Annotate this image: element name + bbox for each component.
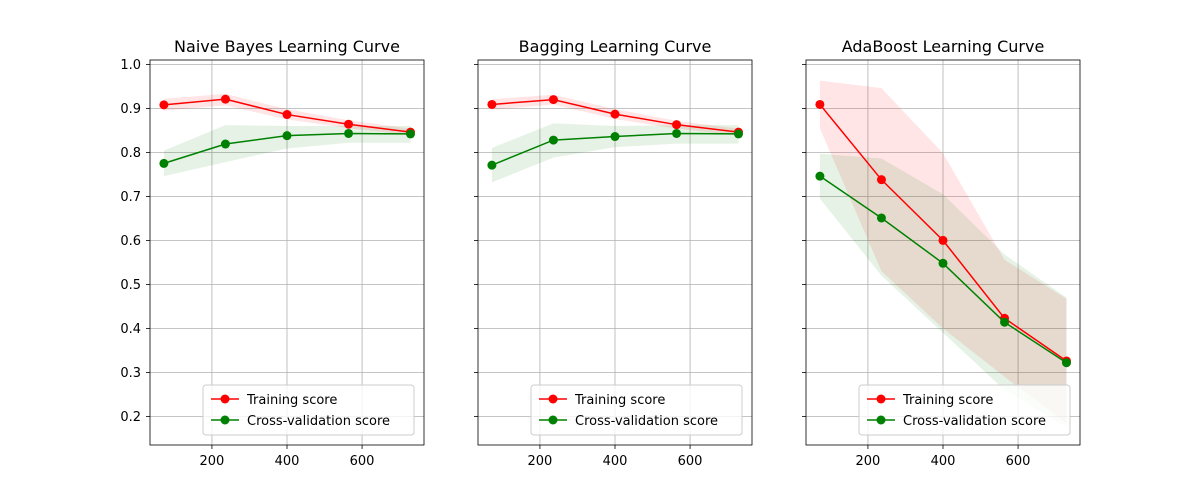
point-training	[610, 109, 620, 119]
legend-marker-training	[876, 394, 886, 404]
point-training	[159, 100, 169, 110]
y-tick-label: 0.3	[120, 366, 141, 381]
point-training	[487, 99, 497, 109]
point-cross-validation	[405, 129, 415, 139]
y-tick-label: 0.6	[120, 234, 141, 249]
x-tick-label: 400	[603, 454, 628, 469]
point-cross-validation	[282, 131, 292, 141]
legend-label-training: Training score	[574, 393, 665, 408]
plot-area	[159, 93, 415, 177]
chart-panel-2: 200 400 600 Bagging Learning Curve Training …	[474, 37, 753, 469]
x-tick-label: 600	[678, 454, 703, 469]
plot-area	[815, 80, 1071, 428]
y-tick-label: 0.8	[120, 146, 141, 161]
point-cross-validation	[548, 135, 558, 145]
legend-label-cross-validation: Cross-validation score	[575, 414, 718, 429]
y-tick-label: 0.9	[120, 102, 141, 117]
point-cross-validation	[344, 128, 354, 138]
point-cross-validation	[876, 213, 886, 223]
point-training	[876, 175, 886, 185]
legend-label-training: Training score	[246, 393, 337, 408]
x-tick-label: 200	[856, 454, 881, 469]
chart-title: AdaBoost Learning Curve	[842, 37, 1045, 56]
point-cross-validation	[1061, 358, 1071, 368]
legend-label-training: Training score	[902, 393, 993, 408]
y-tick-label: 0.2	[120, 410, 141, 425]
legend-box	[858, 384, 1071, 436]
point-training	[815, 99, 825, 109]
chart-title: Naive Bayes Learning Curve	[174, 37, 400, 56]
x-tick-label: 600	[350, 454, 375, 469]
legend-label-cross-validation: Cross-validation score	[903, 414, 1046, 429]
point-cross-validation	[733, 129, 743, 139]
x-tick-label: 200	[528, 454, 553, 469]
point-training	[672, 120, 682, 130]
point-cross-validation	[220, 139, 230, 149]
plot-area	[487, 94, 743, 183]
point-training	[938, 235, 948, 245]
y-tick-label: 1.0	[120, 58, 141, 73]
point-cross-validation	[610, 132, 620, 142]
y-tick-label: 0.5	[120, 278, 141, 293]
point-cross-validation	[815, 171, 825, 181]
legend-marker-training	[548, 394, 558, 404]
legend-marker-cross-validation	[220, 415, 230, 425]
y-tick-label: 0.7	[120, 190, 141, 205]
point-training	[344, 119, 354, 129]
point-cross-validation	[672, 128, 682, 138]
x-tick-label: 600	[1006, 454, 1031, 469]
legend-marker-training	[220, 394, 230, 404]
legend: Training score Cross-validation score	[202, 384, 415, 436]
x-tick-label: 400	[275, 454, 300, 469]
legend: Training score Cross-validation score	[530, 384, 743, 436]
legend-box	[530, 384, 743, 436]
point-cross-validation	[487, 160, 497, 170]
point-cross-validation	[1000, 317, 1010, 327]
x-tick-label: 400	[931, 454, 956, 469]
legend-box	[202, 384, 415, 436]
legend-marker-cross-validation	[548, 415, 558, 425]
legend: Training score Cross-validation score	[858, 384, 1071, 436]
band-training	[819, 80, 1067, 424]
legend-label-cross-validation: Cross-validation score	[247, 414, 390, 429]
point-training	[548, 95, 558, 105]
chart-title: Bagging Learning Curve	[519, 37, 712, 56]
legend-marker-cross-validation	[876, 415, 886, 425]
point-training	[220, 94, 230, 104]
y-tick-label: 0.4	[120, 322, 141, 337]
chart-panel-1: 200 400 600 0.2 0.3 0.4 0.5 0.6 0.7 0.8 0.9 1.0 Naiv…	[120, 37, 425, 469]
point-training	[282, 110, 292, 120]
point-cross-validation	[159, 158, 169, 168]
x-tick-label: 200	[200, 454, 225, 469]
point-cross-validation	[938, 258, 948, 268]
chart-panel-3: 200 400 600 AdaBoost Learning Curve Training…	[802, 37, 1081, 469]
